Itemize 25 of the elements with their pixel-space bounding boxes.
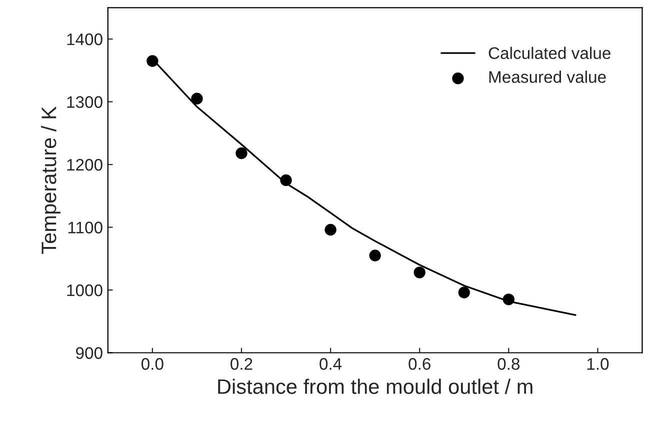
x-tick-label: 1.0: [587, 358, 609, 370]
point: [280, 174, 292, 186]
point: [369, 250, 381, 262]
y-axis-title: Temperature / K: [41, 106, 60, 254]
x-tick-label: 0.6: [408, 358, 430, 370]
point: [324, 224, 336, 236]
y-tick-label: 1100: [68, 222, 102, 234]
point: [458, 286, 470, 298]
x-axis-title: Distance from the mould outlet / m: [218, 378, 532, 394]
legend-label: Measured value: [489, 70, 606, 83]
legend-label: Calculated value: [488, 46, 610, 60]
y-tick-label: 1200: [67, 158, 102, 171]
y-tick-label: 1300: [67, 96, 102, 108]
x-tick-label: 0.0: [142, 358, 164, 370]
x-tick-label: 0.2: [230, 358, 252, 370]
point: [414, 266, 426, 278]
x-tick-label: 0.8: [498, 358, 520, 370]
y-tick-label: 1000: [67, 284, 102, 296]
x-tick-label: 0.4: [320, 358, 342, 370]
point: [502, 294, 514, 306]
point: [146, 55, 158, 67]
point: [236, 147, 248, 160]
y-tick-label: 1400: [67, 33, 102, 46]
y-tick-label: 900: [76, 347, 102, 359]
point: [191, 92, 203, 104]
